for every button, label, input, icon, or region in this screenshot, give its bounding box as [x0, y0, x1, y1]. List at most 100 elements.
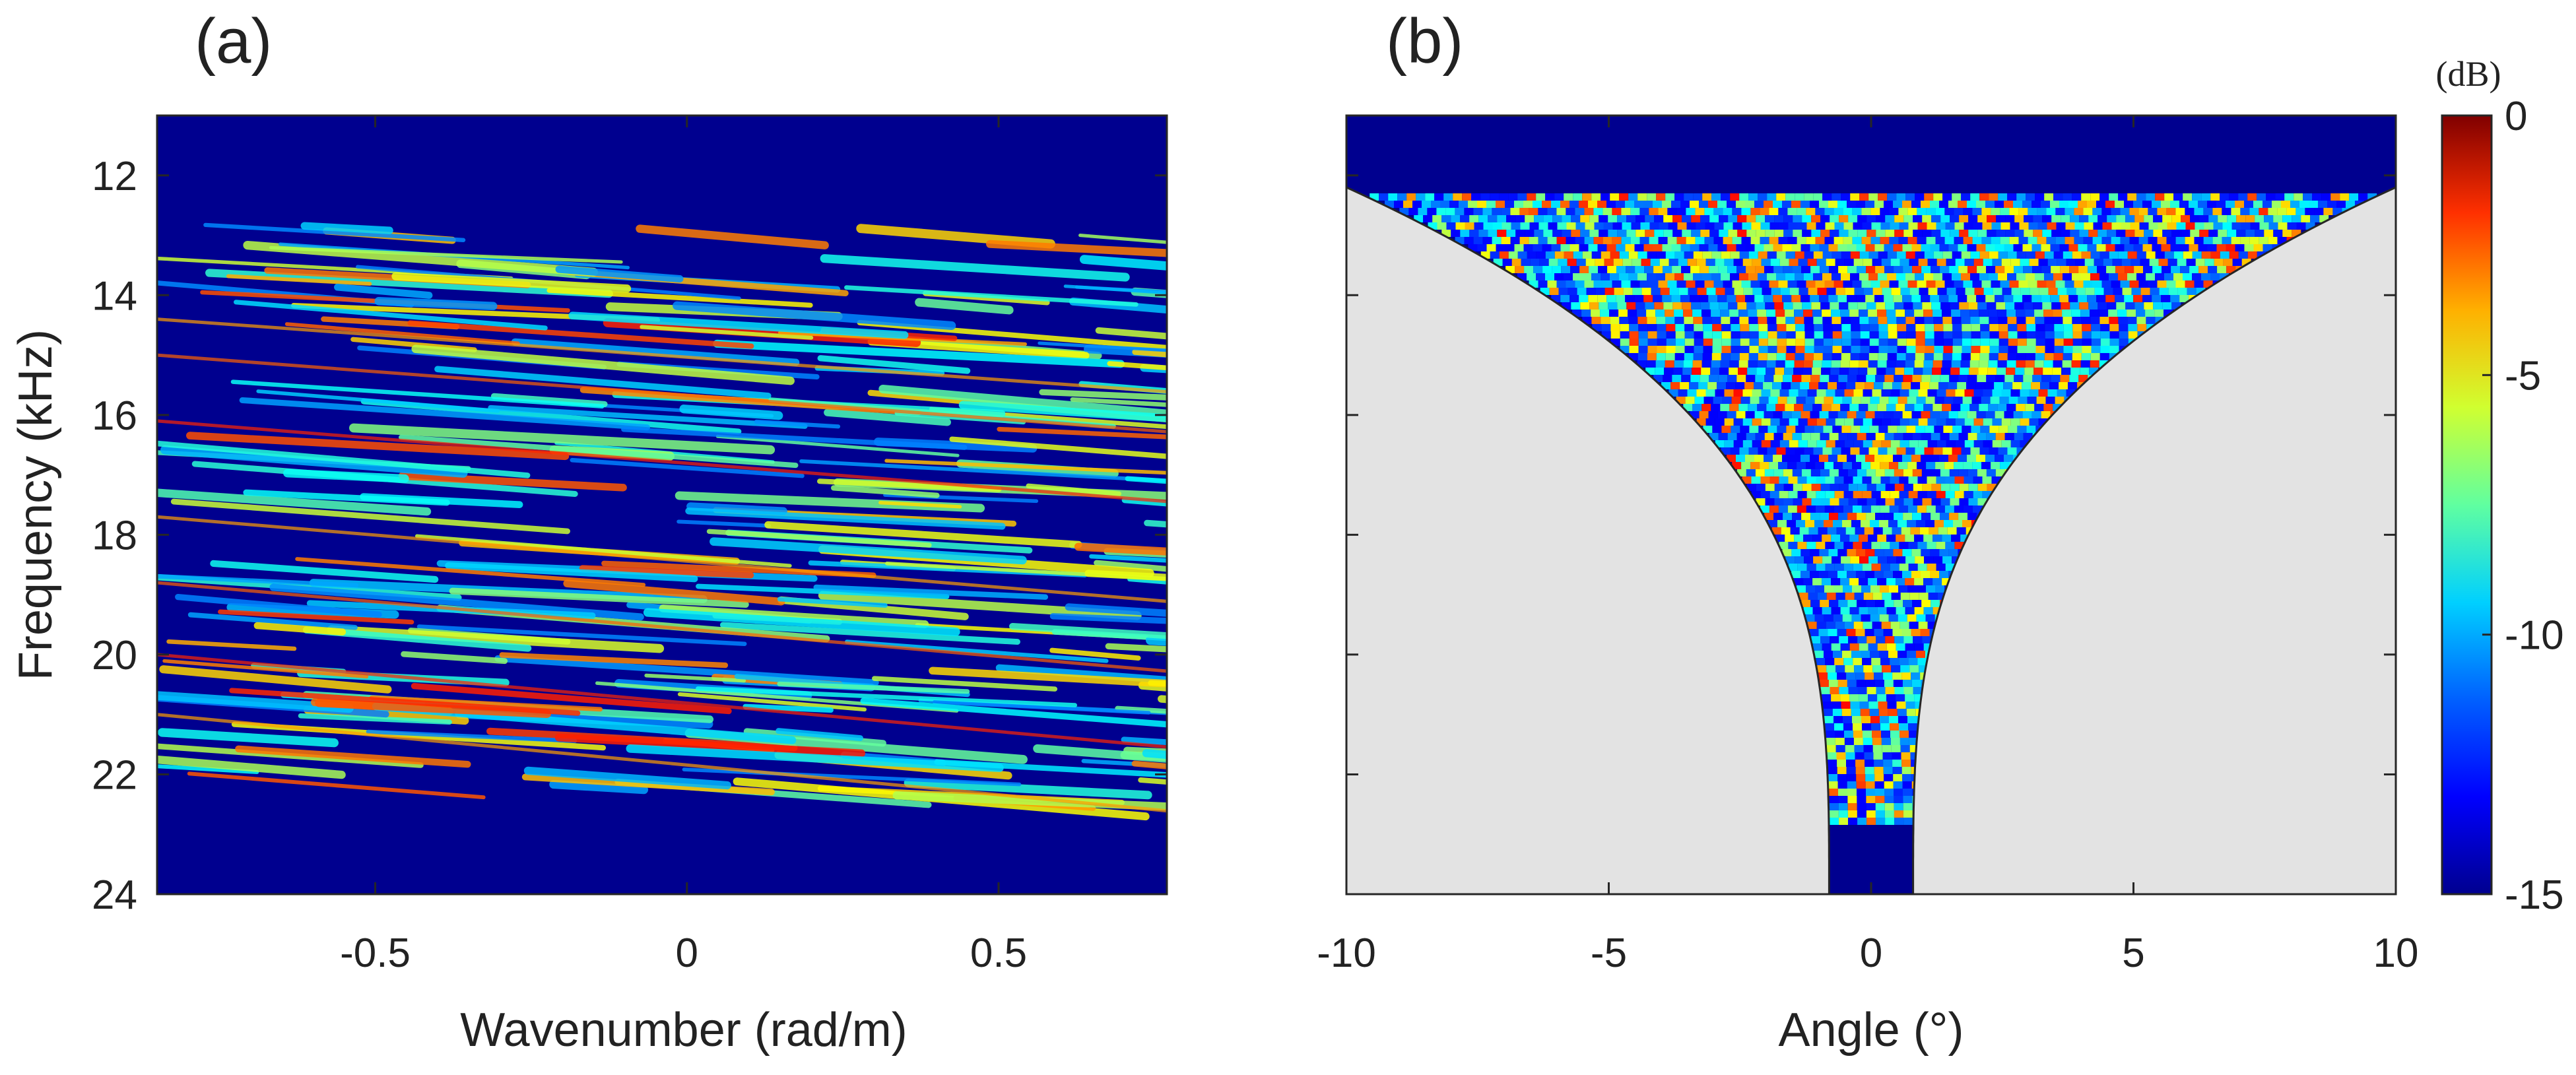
panel-b-heat-cell — [1896, 309, 1905, 317]
panel-b-heat-cell — [1493, 259, 1503, 266]
panel-b-heat-cell — [2072, 331, 2082, 339]
panel-b-heat-cell — [1542, 244, 1552, 251]
panel-b-heat-cell — [1656, 317, 1666, 324]
panel-b-heat-cell — [1834, 476, 1844, 484]
panel-b-heat-cell — [2275, 193, 2285, 201]
panel-b-heat-cell — [1731, 324, 1740, 331]
panel-b-heat-cell — [1902, 774, 1912, 781]
panel-b-heat-cell — [1891, 665, 1901, 672]
panel-b-heat-cell — [1758, 339, 1768, 346]
panel-b-heat-cell — [1564, 193, 1573, 201]
panel-b-heat-cell — [1962, 324, 1971, 331]
panel-b-heat-cell — [2247, 193, 2257, 201]
panel-b-heat-cell — [2068, 201, 2078, 208]
panel-b-heat-cell — [1942, 317, 1952, 324]
panel-a-heat-streak — [621, 426, 968, 450]
panel-b-heat-cell — [1478, 215, 1488, 222]
panel-b-heat-cell — [1883, 767, 1893, 774]
panel-b-heat-cell — [1911, 411, 1921, 418]
panel-b-heat-cell — [2194, 208, 2204, 215]
panel-b-heat-cell — [1905, 404, 1915, 411]
panel-b-heat-cell — [2038, 418, 2048, 426]
panel-b-heat-cell — [2173, 193, 2183, 201]
panel-b-heat-cell — [1795, 447, 1804, 455]
panel-b-heat-cell — [1738, 309, 1748, 317]
panel-b-heat-cell — [1779, 418, 1789, 426]
panel-b-heat-cell — [1896, 447, 1906, 455]
panel-b-heat-cell — [2195, 259, 2205, 266]
panel-b-heat-cell — [1964, 440, 1974, 447]
panel-b-heat-cell — [1747, 368, 1757, 375]
panel-b-heat-cell — [2107, 215, 2117, 222]
panel-b-heat-cell — [1921, 469, 1931, 476]
panel-b-heat-cell — [1815, 208, 1825, 215]
panel-b-heat-cell — [1699, 201, 1708, 208]
panel-b-heat-cell — [1824, 237, 1834, 244]
panel-b-heat-cell — [1903, 803, 1913, 810]
panel-b-heat-cell — [2097, 215, 2107, 222]
panel-b-heat-cell — [1721, 447, 1731, 455]
panel-b-heat-cell — [1931, 600, 1940, 607]
panel-a-heat-streak — [686, 502, 787, 515]
panel-b-heat-cell — [1667, 237, 1677, 244]
panel-b-heat-cell — [1865, 680, 1875, 687]
panel-b-heat-cell — [1900, 593, 1910, 600]
panel-b-heat-cell — [2072, 251, 2082, 259]
panel-b-heat-cell — [1881, 418, 1891, 426]
panel-b-heat-cell — [2033, 368, 2043, 375]
panel-b-heat-cell — [1748, 317, 1758, 324]
panel-b-heat-cell — [1662, 295, 1672, 302]
panel-b-heat-cell — [1909, 665, 1919, 672]
panel-b-heat-cell — [2179, 201, 2189, 208]
panel-b-heat-cell — [1871, 476, 1881, 484]
panel-b-heat-cell — [1617, 215, 1627, 222]
panel-b-heat-cell — [1958, 375, 1968, 382]
panel-b-heat-cell — [1899, 440, 1909, 447]
panel-b-heat-cell — [1663, 215, 1673, 222]
panel-b-heat-cell — [1692, 404, 1702, 411]
panel-b-heat-cell — [1408, 208, 1418, 215]
panel-b-heat-cell — [1788, 491, 1798, 498]
panel-b-heat-cell — [1829, 789, 1838, 796]
panel-b-heat-cell — [2016, 309, 2026, 317]
panel-b-heat-cell — [1884, 803, 1894, 810]
panel-b-heat-cell — [1785, 353, 1795, 360]
panel-b-heat-cell — [1932, 368, 1942, 375]
panel-b-heat-cell — [1890, 542, 1899, 549]
panel-b-heat-cell — [1388, 193, 1398, 201]
panel-b-heat-cell — [1619, 251, 1629, 259]
panel-a-heat-streak — [300, 222, 393, 234]
panel-b-heat-cell — [1980, 339, 1990, 346]
panel-b-heat-cell — [1693, 251, 1703, 259]
panel-b-heat-cell — [1907, 520, 1916, 527]
panel-b-heat-cell — [1998, 339, 2008, 346]
panel-b-heat-cell — [2031, 411, 2041, 418]
panel-b-heat-cell — [1851, 397, 1861, 404]
panel-b-heat-cell — [1832, 331, 1842, 339]
panel-b-heat-cell — [1872, 731, 1881, 738]
panel-a-heat-streak — [929, 667, 1167, 688]
panel-b-heat-cell — [1764, 469, 1774, 476]
panel-b-heat-cell — [1632, 259, 1641, 266]
panel-b-heat-cell — [2199, 230, 2209, 237]
panel-b-heat-cell — [2124, 244, 2134, 251]
panel-b-heat-cell — [2134, 266, 2144, 273]
panel-b-heat-cell — [1731, 339, 1740, 346]
panel-b-heat-cell — [1637, 193, 1647, 201]
panel-b-heat-cell — [2235, 201, 2244, 208]
panel-b-heat-cell — [1981, 280, 1991, 288]
panel-b-heat-cell — [1880, 476, 1890, 484]
panel-b-heat-cell — [1950, 230, 1960, 237]
panel-b-heat-cell — [1800, 549, 1810, 556]
panel-b-heat-cell — [1765, 302, 1775, 309]
panel-a-heat-streak — [830, 485, 940, 498]
panel-b-heat-cell — [1505, 266, 1515, 273]
panel-b-heat-cell — [1999, 397, 2009, 404]
panel-b-heat-cell — [1638, 346, 1648, 353]
panel-a-heat-ridge — [157, 581, 1167, 673]
panel-b-heat-cell — [1828, 201, 1837, 208]
panel-b-heat-cell — [1732, 208, 1742, 215]
panel-b-heat-cell — [1785, 273, 1795, 280]
panel-a-heat-streak — [434, 366, 772, 399]
panel-b-heat-cell — [1877, 309, 1887, 317]
